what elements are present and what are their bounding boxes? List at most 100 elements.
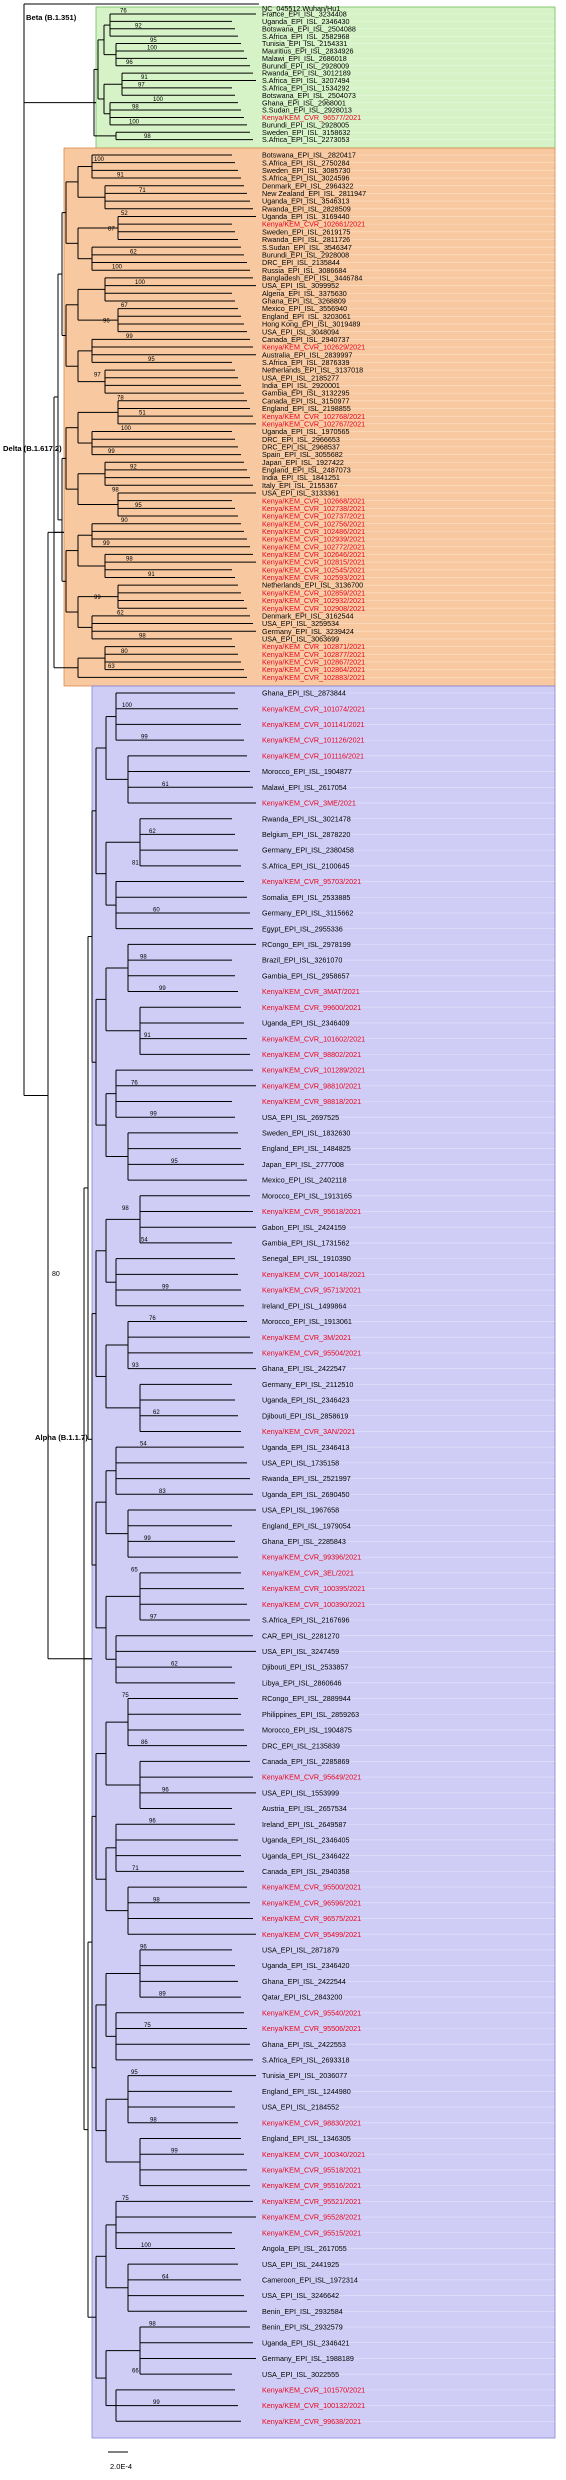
bootstrap-value: 99 xyxy=(126,334,133,340)
tip-label-kenya: Kenya/KEM_CVR_102593/2021 xyxy=(262,573,365,582)
bootstrap-value: 62 xyxy=(153,1410,160,1416)
bootstrap-value: 90 xyxy=(121,518,128,524)
tip-label: Ghana_EPI_ISL_2422547 xyxy=(262,1364,346,1373)
bootstrap-value: 95 xyxy=(150,38,157,44)
tip-label-kenya: Kenya/KEM_CVR_95540/2021 xyxy=(262,2008,361,2017)
tip-label: Ireland_EPI_ISL_2649587 xyxy=(262,1820,346,1829)
bootstrap-value: 96 xyxy=(162,1787,169,1793)
bootstrap-value: 100 xyxy=(153,97,164,103)
tip-label: Canada_EPI_ISL_2285869 xyxy=(262,1757,350,1766)
tip-label: Australia_EPI_ISL_2839997 xyxy=(262,350,352,359)
tip-label-kenya: Kenya/KEM_CVR_95528/2021 xyxy=(262,2213,361,2222)
tip-label: DRC_EPI_ISL_2966653 xyxy=(262,435,340,444)
bootstrap-value: 66 xyxy=(132,2369,139,2375)
bootstrap-value: 75 xyxy=(122,1693,129,1699)
bootstrap-value: 91 xyxy=(117,173,124,179)
bootstrap-values: 7692951009691971009810098100917152876210… xyxy=(94,9,178,2407)
tip-label: Botswana_EPI_ISL_2504073 xyxy=(262,91,356,100)
tip-label: Ghana_EPI_ISL_2422553 xyxy=(262,2040,346,2049)
clade-backgrounds xyxy=(63,6,556,2439)
tip-label: Malawi_EPI_ISL_2686018 xyxy=(262,54,347,63)
bootstrap-value: 99 xyxy=(171,2149,178,2155)
tip-label: USA_EPI_ISL_1735158 xyxy=(262,1458,339,1467)
bootstrap-value: 75 xyxy=(144,2023,151,2029)
tip-label: S.Africa_EPI_ISL_2100645 xyxy=(262,861,350,870)
tip-label: S.Africa_EPI_ISL_3024596 xyxy=(262,174,350,183)
bootstrap-value: 98 xyxy=(112,487,119,493)
tip-label-kenya: Kenya/KEM_CVR_102668/2021 xyxy=(262,496,365,505)
tip-label-kenya: Kenya/KEM_CVR_102756/2021 xyxy=(262,519,365,528)
tip-label: Bangladesh_EPI_ISL_3446784 xyxy=(262,273,362,282)
tip-label: Brazil_EPI_ISL_3261070 xyxy=(262,956,342,965)
tip-label: Malawi_EPI_ISL_2617054 xyxy=(262,783,347,792)
tip-label-kenya: Kenya/KEM_CVR_102871/2021 xyxy=(262,642,365,651)
tip-label: Djibouti_EPI_ISL_2858619 xyxy=(262,1411,348,1420)
tip-label: Rwanda_EPI_ISL_2811726 xyxy=(262,235,350,244)
clade-box xyxy=(91,685,556,2439)
tip-label: USA_EPI_ISL_3246642 xyxy=(262,2291,339,2300)
tip-label-kenya: Kenya/KEM_CVR_102768/2021 xyxy=(262,412,365,421)
tip-label-kenya: Kenya/KEM_CVR_101141/2021 xyxy=(262,720,365,729)
clade-label: Delta (B.1.617.2) xyxy=(3,444,62,453)
bootstrap-value: 51 xyxy=(139,411,146,417)
bootstrap-value: 60 xyxy=(153,907,160,913)
tip-label: Spain_EPI_ISL_3055682 xyxy=(262,450,343,459)
tip-label: Uganda_EPI_ISL_2346430 xyxy=(262,17,350,26)
bootstrap-value: 62 xyxy=(130,249,137,255)
bootstrap-value: 64 xyxy=(162,2274,169,2280)
tip-label: Somalia_EPI_ISL_2533885 xyxy=(262,893,350,902)
bootstrap-value: 99 xyxy=(153,2400,160,2406)
tip-label: Canada_EPI_ISL_2940358 xyxy=(262,1867,350,1876)
bootstrap-value: 99 xyxy=(150,1112,157,1118)
bootstrap-value: 62 xyxy=(149,829,156,835)
tip-label: DRC_EPI_ISL_2135844 xyxy=(262,258,340,267)
tip-label-kenya: Kenya/KEM_CVR_101074/2021 xyxy=(262,704,365,713)
tip-label-kenya: Kenya/KEM_CVR_95504/2021 xyxy=(262,1348,361,1357)
tip-label: USA_EPI_ISL_2185277 xyxy=(262,373,339,382)
tip-label: S.Sudan_EPI_ISL_3546347 xyxy=(262,243,352,252)
tip-label-kenya: Kenya/KEM_CVR_95703/2021 xyxy=(262,877,361,886)
tip-label: USA_EPI_ISL_3247459 xyxy=(262,1647,339,1656)
tip-label: Gabon_EPI_ISL_2424159 xyxy=(262,1223,346,1232)
tip-label: Uganda_EPI_ISL_2346413 xyxy=(262,1443,350,1452)
bootstrap-value: 91 xyxy=(144,1033,151,1039)
tip-label-kenya: Kenya/KEM_CVR_3MAT/2021 xyxy=(262,987,360,996)
tip-label-kenya: Kenya/KEM_CVR_102738/2021 xyxy=(262,504,365,513)
bootstrap-value: 99 xyxy=(108,449,115,455)
bootstrap-value: 97 xyxy=(150,1614,157,1620)
tip-label: Belgium_EPI_ISL_2878220 xyxy=(262,830,350,839)
bootstrap-value: 63 xyxy=(108,664,115,670)
tip-label: Uganda_EPI_ISL_2346422 xyxy=(262,1851,350,1860)
tip-label: Benin_EPI_ISL_2932579 xyxy=(262,2323,343,2332)
tree-branches xyxy=(23,3,259,2422)
bootstrap-value: 89 xyxy=(159,1992,166,1998)
tip-label-kenya: Kenya/KEM_CVR_102486/2021 xyxy=(262,527,365,536)
bootstrap-value: 100 xyxy=(121,426,132,432)
tip-label: Philippines_EPI_ISL_2859263 xyxy=(262,1710,359,1719)
bootstrap-value: 93 xyxy=(132,1363,139,1369)
bootstrap-value: 91 xyxy=(148,572,155,578)
tip-label-kenya: Kenya/KEM_CVR_102867/2021 xyxy=(262,658,365,667)
tip-label-kenya: Kenya/KEM_CVR_102864/2021 xyxy=(262,665,365,674)
bootstrap-value: 100 xyxy=(141,2243,152,2249)
tip-label: Sweden_EPI_ISL_1832630 xyxy=(262,1129,350,1138)
bootstrap-value: 76 xyxy=(120,9,127,15)
tip-label-kenya: Kenya/KEM_CVR_102772/2021 xyxy=(262,542,365,551)
tip-label: Tunisia_EPI_ISL_2036077 xyxy=(262,2071,347,2080)
tip-label: Canada_EPI_ISL_2940737 xyxy=(262,335,350,344)
tip-label: Mauritius_EPI_ISL_2834926 xyxy=(262,47,354,56)
bootstrap-value: 96 xyxy=(149,1819,156,1825)
bootstrap-value: 98 xyxy=(144,134,151,140)
bootstrap-value: 98 xyxy=(122,1206,129,1212)
root-bootstrap-value: 80 xyxy=(52,1271,60,1278)
tip-label: Netherlands_EPI_ISL_3137018 xyxy=(262,366,363,375)
bootstrap-value: 65 xyxy=(131,1567,138,1573)
tip-label-kenya: Kenya/KEM_CVR_98810/2021 xyxy=(262,1081,361,1090)
tip-label: Denmark_EPI_ISL_2964322 xyxy=(262,181,354,190)
tip-label-kenya: Kenya/KEM_CVR_95649/2021 xyxy=(262,1773,361,1782)
tip-label-kenya: Kenya/KEM_CVR_96577/2021 xyxy=(262,113,361,122)
bootstrap-value: 54 xyxy=(140,1442,147,1448)
tip-label: USA_EPI_ISL_3048094 xyxy=(262,327,339,336)
tip-label: Morocco_EPI_ISL_1913165 xyxy=(262,1191,352,1200)
